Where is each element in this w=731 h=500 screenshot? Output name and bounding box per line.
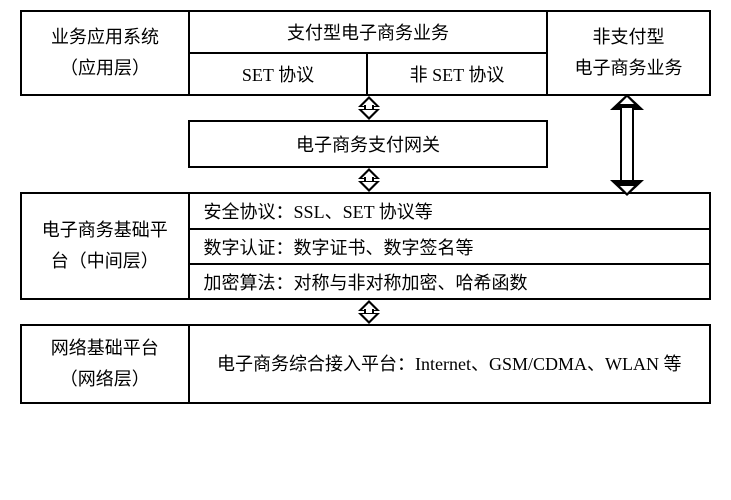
network-layer-l1: 网络基础平台 <box>51 333 159 364</box>
payment-biz-label: 支付型电子商务业务 <box>287 19 449 45</box>
network-layer-label: 网络基础平台 （网络层） <box>20 324 190 404</box>
gateway-cell: 电子商务支付网关 <box>188 120 548 168</box>
arrow-nonpayment-to-middle <box>613 94 641 196</box>
row-gateway: 电子商务支付网关 <box>20 120 711 168</box>
non-payment-l1: 非支付型 <box>575 22 683 53</box>
encryption-cell: 加密算法：对称与非对称加密、哈希函数 <box>188 263 711 300</box>
digital-auth-label: 数字认证：数字证书、数字签名等 <box>204 234 474 260</box>
non-payment-l2: 电子商务业务 <box>575 53 683 84</box>
arrow-gateway-to-middle <box>190 168 548 192</box>
row-middle-layer: 电子商务基础平 台（中间层） 安全协议：SSL、SET 协议等 数字认证：数字证… <box>20 192 711 300</box>
app-layer-label-l1: 业务应用系统 <box>51 22 159 53</box>
app-layer-label-l2: （应用层） <box>51 53 159 84</box>
middle-layer-label: 电子商务基础平 台（中间层） <box>20 192 190 300</box>
encryption-label: 加密算法：对称与非对称加密、哈希函数 <box>204 269 528 295</box>
middle-layer-l1: 电子商务基础平 <box>42 215 168 246</box>
gateway-label: 电子商务支付网关 <box>296 131 440 157</box>
security-protocol-cell: 安全协议：SSL、SET 协议等 <box>188 192 711 230</box>
network-layer-l2: （网络层） <box>51 364 159 395</box>
payment-biz-cell: 支付型电子商务业务 <box>188 10 548 54</box>
app-layer-label: 业务应用系统 （应用层） <box>20 10 190 96</box>
network-access-label: 电子商务综合接入平台：Internet、GSM/CDMA、WLAN 等 <box>217 349 681 380</box>
row-network-layer: 网络基础平台 （网络层） 电子商务综合接入平台：Internet、GSM/CDM… <box>20 324 711 404</box>
set-protocol-label: SET 协议 <box>242 61 314 87</box>
non-set-protocol-label: 非 SET 协议 <box>410 61 505 87</box>
network-access-cell: 电子商务综合接入平台：Internet、GSM/CDMA、WLAN 等 <box>188 324 711 404</box>
security-protocol-label: 安全协议：SSL、SET 协议等 <box>204 198 433 224</box>
set-protocol-cell: SET 协议 <box>188 52 368 96</box>
arrow-app-to-gateway <box>190 96 548 120</box>
digital-auth-cell: 数字认证：数字证书、数字签名等 <box>188 228 711 265</box>
middle-layer-l2: 台（中间层） <box>42 246 168 277</box>
non-set-protocol-cell: 非 SET 协议 <box>366 52 548 96</box>
row-application-layer: 业务应用系统 （应用层） 支付型电子商务业务 SET 协议 非 SET 协议 非… <box>20 10 711 96</box>
arrow-middle-to-network <box>190 300 548 324</box>
non-payment-biz-cell: 非支付型 电子商务业务 <box>546 10 711 96</box>
